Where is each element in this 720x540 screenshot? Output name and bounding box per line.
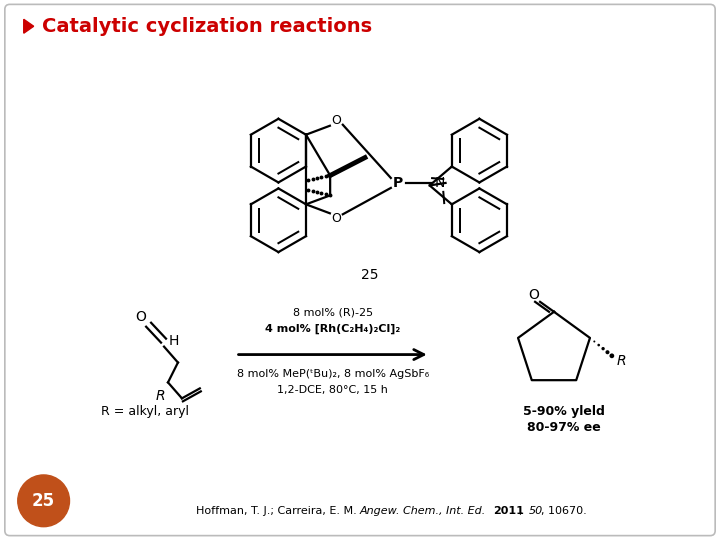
Circle shape (18, 475, 70, 526)
Text: 80-97% ee: 80-97% ee (527, 421, 600, 434)
Text: P: P (392, 176, 403, 190)
Text: H: H (168, 334, 179, 348)
Text: 25: 25 (361, 268, 379, 282)
Text: 1,2-DCE, 80°C, 15 h: 1,2-DCE, 80°C, 15 h (277, 386, 388, 395)
Text: R: R (617, 354, 626, 368)
FancyBboxPatch shape (5, 4, 715, 536)
Text: O: O (135, 310, 147, 324)
Text: 8 mol% MeP(ᵗBu)₂, 8 mol% AgSbF₆: 8 mol% MeP(ᵗBu)₂, 8 mol% AgSbF₆ (237, 369, 428, 380)
Text: , 10670.: , 10670. (541, 506, 587, 516)
Text: 50: 50 (529, 506, 544, 516)
Text: Hoffman, T. J.; Carreira, E. M.: Hoffman, T. J.; Carreira, E. M. (196, 506, 360, 516)
Text: 25: 25 (32, 492, 55, 510)
Text: O: O (331, 114, 341, 127)
Text: ,: , (519, 506, 526, 516)
Text: 8 mol% (R)-25: 8 mol% (R)-25 (292, 308, 373, 318)
Polygon shape (24, 19, 34, 33)
Text: R: R (156, 389, 165, 403)
Text: R = alkyl, aryl: R = alkyl, aryl (102, 405, 189, 418)
Text: 5-90% yleld: 5-90% yleld (523, 405, 605, 418)
Text: Catalytic cyclization reactions: Catalytic cyclization reactions (42, 17, 372, 36)
Text: 4 mol% [Rh(C₂H₄)₂Cl]₂: 4 mol% [Rh(C₂H₄)₂Cl]₂ (265, 323, 400, 334)
Text: O: O (528, 288, 539, 302)
Text: Angew. Chem., Int. Ed.: Angew. Chem., Int. Ed. (360, 506, 486, 516)
Text: 2011: 2011 (493, 506, 524, 516)
Text: N: N (434, 176, 445, 190)
Text: O: O (331, 212, 341, 225)
